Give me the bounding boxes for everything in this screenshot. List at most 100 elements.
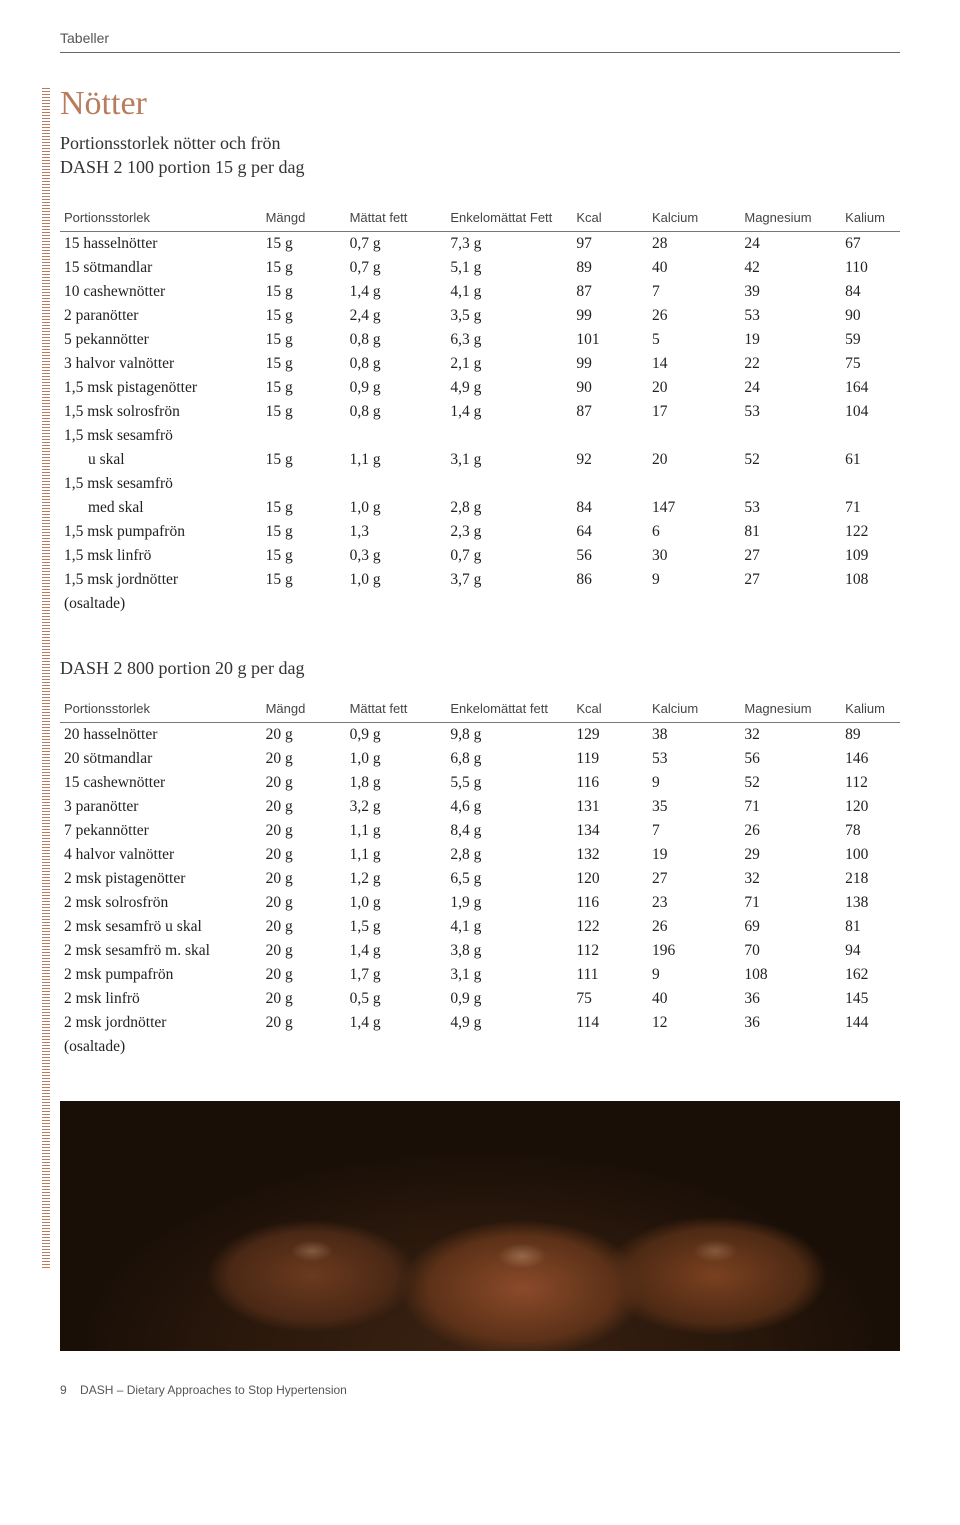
cell-kcal: 116 [572, 771, 648, 795]
cell-sf [346, 592, 447, 616]
cell-ca: 28 [648, 231, 740, 256]
cell-ca: 9 [648, 963, 740, 987]
table-row: 4 halvor valnötter20 g1,1 g2,8 g13219291… [60, 843, 900, 867]
cell-k: 120 [841, 795, 900, 819]
cell-kcal: 131 [572, 795, 648, 819]
cell-k: 90 [841, 304, 900, 328]
cell-sf: 0,8 g [346, 400, 447, 424]
cell-amt: 20 g [262, 795, 346, 819]
cell-ef: 1,4 g [446, 400, 572, 424]
cell-mg [740, 592, 841, 616]
cell-kcal: 90 [572, 376, 648, 400]
cell-ca [648, 472, 740, 496]
cell-kcal: 129 [572, 722, 648, 747]
cell-sf: 1,4 g [346, 280, 447, 304]
cell-ef: 2,1 g [446, 352, 572, 376]
cell-ef: 4,1 g [446, 280, 572, 304]
cell-sf: 1,0 g [346, 568, 447, 592]
cell-sf: 1,4 g [346, 1011, 447, 1035]
table-row: 15 sötmandlar15 g0,7 g5,1 g894042110 [60, 256, 900, 280]
th2-mangd: Mängd [262, 695, 346, 723]
cell-sf [346, 1035, 447, 1059]
cell-amt: 15 g [262, 400, 346, 424]
table-row: 20 sötmandlar20 g1,0 g6,8 g1195356146 [60, 747, 900, 771]
cell-ef: 6,3 g [446, 328, 572, 352]
cell-mg: 52 [740, 448, 841, 472]
nutrition-table-1: Portionsstorlek Mängd Mättat fett Enkelo… [60, 204, 900, 616]
cell-kcal: 120 [572, 867, 648, 891]
cell-name: 2 msk sesamfrö u skal [60, 915, 262, 939]
cell-ca: 53 [648, 747, 740, 771]
cell-ef: 5,1 g [446, 256, 572, 280]
cell-k: 109 [841, 544, 900, 568]
cell-k: 162 [841, 963, 900, 987]
cell-amt: 15 g [262, 328, 346, 352]
cell-name: 1,5 msk linfrö [60, 544, 262, 568]
cell-mg: 22 [740, 352, 841, 376]
table-row: 5 pekannötter15 g0,8 g6,3 g10151959 [60, 328, 900, 352]
th2-enkelomattat-fett: Enkelomättat fett [446, 695, 572, 723]
th-portionsstorlek: Portionsstorlek [60, 204, 262, 232]
table-row: 2 msk solrosfrön20 g1,0 g1,9 g1162371138 [60, 891, 900, 915]
cell-k: 100 [841, 843, 900, 867]
cell-name: 3 halvor valnötter [60, 352, 262, 376]
cell-ca: 35 [648, 795, 740, 819]
table-row: 1,5 msk linfrö15 g0,3 g0,7 g563027109 [60, 544, 900, 568]
cell-kcal: 97 [572, 231, 648, 256]
cell-name: 2 msk linfrö [60, 987, 262, 1011]
cell-name: 7 pekannötter [60, 819, 262, 843]
cell-sf: 1,7 g [346, 963, 447, 987]
cell-amt: 20 g [262, 963, 346, 987]
cell-name: 20 hasselnötter [60, 722, 262, 747]
cell-amt [262, 424, 346, 448]
cell-ca: 40 [648, 987, 740, 1011]
cell-k [841, 472, 900, 496]
th-enkelomattat-fett: Enkelomättat Fett [446, 204, 572, 232]
table-row: 3 paranötter20 g3,2 g4,6 g1313571120 [60, 795, 900, 819]
cell-ef: 0,9 g [446, 987, 572, 1011]
cell-k: 108 [841, 568, 900, 592]
cell-amt: 20 g [262, 987, 346, 1011]
cell-ef: 2,8 g [446, 496, 572, 520]
cell-k: 89 [841, 722, 900, 747]
cell-sf [346, 424, 447, 448]
cell-kcal: 92 [572, 448, 648, 472]
cell-mg: 53 [740, 496, 841, 520]
cell-k [841, 1035, 900, 1059]
cell-ca: 7 [648, 819, 740, 843]
cell-name: 20 sötmandlar [60, 747, 262, 771]
footer: 9 DASH – Dietary Approaches to Stop Hype… [60, 1351, 900, 1405]
cell-sf: 1,3 [346, 520, 447, 544]
cell-sf: 1,0 g [346, 891, 447, 915]
cell-k: 104 [841, 400, 900, 424]
page-number: 9 [60, 1383, 67, 1397]
cell-ef: 5,5 g [446, 771, 572, 795]
cell-kcal: 64 [572, 520, 648, 544]
table-row: 1,5 msk sesamfrö [60, 424, 900, 448]
th-mattat-fett: Mättat fett [346, 204, 447, 232]
pecan-photo [60, 1101, 900, 1351]
cell-k: 146 [841, 747, 900, 771]
cell-mg: 53 [740, 400, 841, 424]
table-row: 1,5 msk pistagenötter15 g0,9 g4,9 g90202… [60, 376, 900, 400]
page: Tabeller Nötter Portionsstorlek nötter o… [0, 0, 960, 1425]
cell-amt: 20 g [262, 843, 346, 867]
cell-ef: 4,1 g [446, 915, 572, 939]
cell-name: 2 msk sesamfrö m. skal [60, 939, 262, 963]
cell-amt [262, 1035, 346, 1059]
cell-mg: 71 [740, 795, 841, 819]
table-row: 2 msk sesamfrö u skal20 g1,5 g4,1 g12226… [60, 915, 900, 939]
cell-mg: 36 [740, 987, 841, 1011]
cell-sf: 1,0 g [346, 747, 447, 771]
cell-k: 75 [841, 352, 900, 376]
cell-mg: 24 [740, 376, 841, 400]
cell-kcal: 114 [572, 1011, 648, 1035]
cell-ca: 19 [648, 843, 740, 867]
cell-sf: 0,8 g [346, 328, 447, 352]
table2-head: Portionsstorlek Mängd Mättat fett Enkelo… [60, 695, 900, 723]
cell-ca: 38 [648, 722, 740, 747]
table-row: 2 msk linfrö20 g0,5 g0,9 g754036145 [60, 987, 900, 1011]
cell-ca: 9 [648, 771, 740, 795]
cell-name: 15 cashewnötter [60, 771, 262, 795]
cell-amt: 20 g [262, 771, 346, 795]
